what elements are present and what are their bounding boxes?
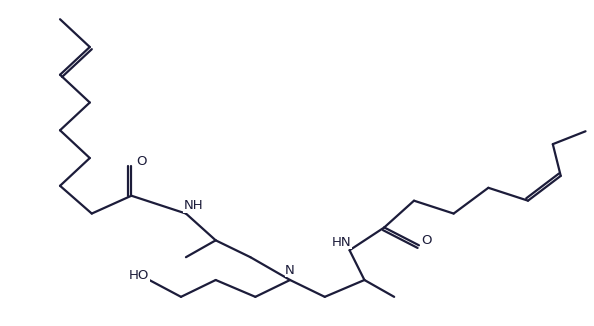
- Text: NH: NH: [184, 199, 204, 212]
- Text: O: O: [136, 155, 147, 168]
- Text: O: O: [422, 234, 432, 247]
- Text: HO: HO: [129, 269, 150, 282]
- Text: N: N: [285, 264, 295, 276]
- Text: HN: HN: [332, 236, 352, 249]
